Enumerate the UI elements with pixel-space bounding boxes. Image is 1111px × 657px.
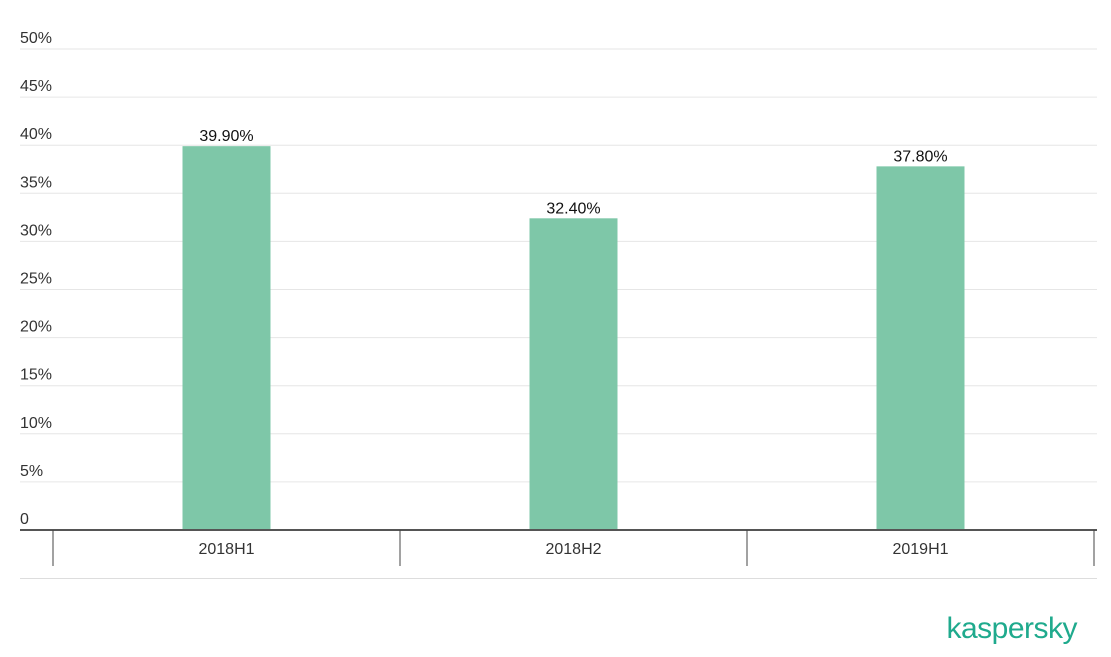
data-label: 39.90% <box>199 128 253 145</box>
bars <box>182 146 965 531</box>
bar <box>876 166 965 530</box>
y-tick-label: 40% <box>20 126 52 143</box>
y-tick-label: 0 <box>20 511 29 528</box>
y-tick-label: 25% <box>20 271 52 288</box>
bar <box>182 146 271 531</box>
x-axis: 2018H1 2018H2 2019H1 <box>20 529 1097 579</box>
x-tick-label: 2019H1 <box>892 541 948 558</box>
bar <box>529 218 618 530</box>
data-labels: 39.90% 32.40% 37.80% <box>199 128 947 217</box>
y-tick-label: 20% <box>20 319 52 336</box>
y-tick-label: 35% <box>20 174 52 191</box>
y-tick-label: 15% <box>20 367 52 384</box>
y-tick-label: 10% <box>20 415 52 432</box>
kaspersky-logo: kaspersky <box>946 612 1077 645</box>
y-tick-label: 45% <box>20 78 52 95</box>
y-tick-label: 50% <box>20 30 52 47</box>
data-label: 37.80% <box>893 148 947 165</box>
x-tick-label: 2018H2 <box>545 541 601 558</box>
y-tick-label: 5% <box>20 463 43 480</box>
y-axis-tick-labels: 0 5% 10% 15% 20% 25% 30% 35% 40% 45% 50% <box>20 30 52 528</box>
y-tick-label: 30% <box>20 222 52 239</box>
data-label: 32.40% <box>546 200 600 217</box>
x-tick-label: 2018H1 <box>198 541 254 558</box>
